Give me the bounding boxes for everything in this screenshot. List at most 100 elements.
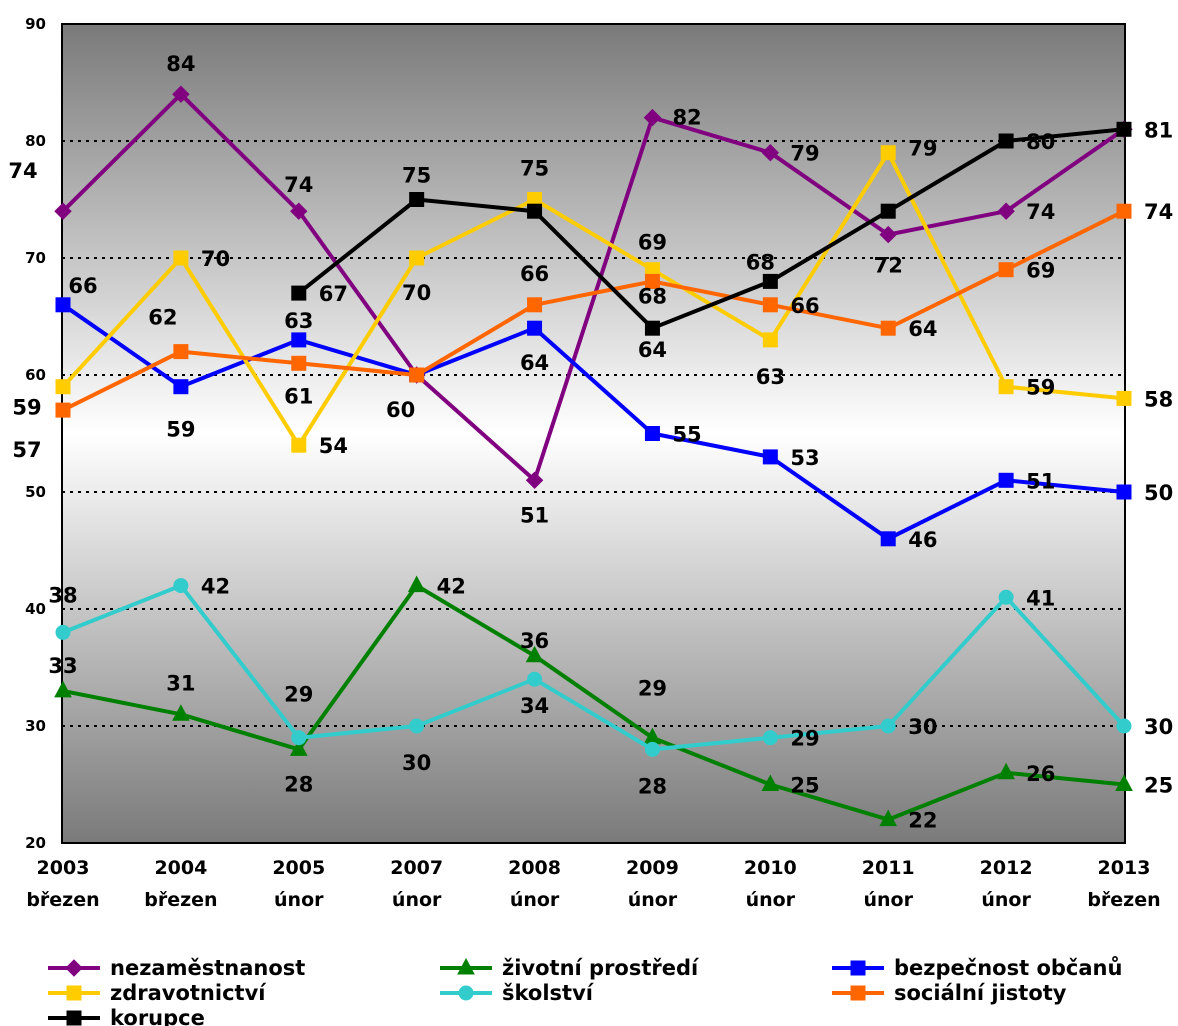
- legend-label-5: sociální jistoty: [894, 981, 1067, 1005]
- series-line-4: [62, 583, 1126, 752]
- legend-marker-0: [65, 959, 83, 977]
- data-label-1-8: 26: [1026, 762, 1055, 786]
- x-tick-year-8: 2012: [980, 857, 1033, 879]
- data-label-6-8: 80: [1026, 130, 1055, 154]
- x-tick-year-7: 2011: [862, 857, 915, 879]
- data-label-3-5: 69: [638, 231, 667, 255]
- series-3-point-2: [291, 437, 307, 453]
- series-5-point-5: [644, 273, 660, 289]
- series-line-6: [297, 127, 1125, 331]
- series-4-point-8: [998, 589, 1014, 605]
- series-line-3: [61, 150, 1125, 448]
- series-5-point-6: [762, 297, 778, 313]
- series-4-point-7: [880, 718, 896, 734]
- series-line-1: [62, 583, 1125, 822]
- y-tick-60: 60: [25, 366, 46, 384]
- series-0-point-1: [172, 85, 190, 103]
- data-label-3-1: 70: [201, 247, 230, 271]
- legend-label-3: zdravotnictví: [110, 981, 267, 1005]
- data-label-3-7: 79: [908, 137, 937, 161]
- data-label-5-3: 60: [386, 398, 415, 422]
- data-label-6-5: 64: [638, 338, 667, 362]
- series-0-point-2: [290, 202, 308, 220]
- data-label-2-1: 59: [166, 418, 195, 442]
- data-label-6-3: 75: [402, 164, 431, 188]
- data-label-2-9: 50: [1144, 481, 1173, 505]
- data-label-2-6: 53: [790, 446, 819, 470]
- data-label-3-2: 54: [319, 434, 348, 458]
- series-line-5: [62, 209, 1125, 412]
- legend-label-0: nezaměstnanost: [110, 956, 305, 980]
- x-tick-year-0: 2003: [37, 857, 90, 879]
- x-tick-month-5: únor: [628, 889, 678, 911]
- series-1-point-3: [407, 575, 426, 593]
- data-label-0-7: 72: [874, 254, 903, 278]
- data-label-0-8: 74: [1026, 200, 1055, 224]
- x-tick-month-9: březen: [1087, 889, 1160, 911]
- series-4-point-0: [55, 624, 71, 640]
- data-label-6-2: 67: [319, 282, 348, 306]
- x-tick-year-5: 2009: [626, 857, 679, 879]
- legend-marker-1: [457, 957, 475, 975]
- series-1-point-6: [761, 774, 780, 791]
- legend-item-2: bezpečnost občanů: [832, 956, 1122, 980]
- data-label-2-4: 64: [520, 351, 549, 375]
- series-6-point-6: [762, 273, 778, 289]
- data-label-2-5: 55: [672, 423, 701, 447]
- series-6-point-5: [644, 320, 660, 336]
- series-3-point-1: [173, 250, 189, 266]
- legend-item-0: nezaměstnanost: [48, 956, 305, 980]
- data-label-5-6: 66: [790, 294, 819, 318]
- series-4-point-3: [409, 718, 425, 734]
- series-1-point-8: [997, 762, 1015, 780]
- data-label-3-3: 70: [402, 281, 431, 305]
- series-2-point-4: [527, 320, 543, 336]
- data-label-3-6: 63: [756, 365, 785, 389]
- x-tick-month-2: únor: [274, 889, 324, 911]
- x-tick-month-0: březen: [26, 889, 99, 911]
- data-label-1-5: 29: [638, 677, 667, 701]
- series-0-point-5: [643, 108, 662, 127]
- gridlines: [62, 140, 1125, 727]
- legend-item-3: zdravotnictví: [48, 981, 267, 1005]
- series-1-point-7: [879, 809, 898, 827]
- data-label-1-1: 31: [166, 671, 195, 695]
- series-layer: [54, 85, 1133, 827]
- data-label-1-9: 25: [1144, 774, 1173, 798]
- y-tick-90: 90: [25, 15, 46, 33]
- x-axis-ticks: 2003 březen 2004 březen 2005 únor 2007 únor 2008…: [26, 857, 1160, 911]
- series-1-point-4: [525, 645, 544, 663]
- x-tick-year-6: 2010: [744, 857, 797, 879]
- series-0-point-0: [54, 202, 72, 220]
- series-4-point-9: [1116, 718, 1132, 734]
- series-5-point-9: [1116, 203, 1132, 219]
- data-label-0-2: 74: [284, 173, 313, 197]
- data-label-4-4: 34: [520, 694, 549, 718]
- data-label-0-4: 51: [520, 503, 549, 527]
- legend-marker-3: [66, 985, 82, 1001]
- data-label-1-4: 36: [520, 629, 549, 653]
- x-tick-month-6: únor: [746, 889, 796, 911]
- data-label-1-3: 42: [437, 575, 466, 599]
- x-tick-year-9: 2013: [1098, 857, 1151, 879]
- series-5-point-2: [291, 355, 307, 371]
- series-1-point-0: [54, 680, 72, 698]
- series-5-point-7: [880, 320, 896, 336]
- legend: nezaměstnanost životní prostředí bezpečnos…: [48, 956, 1122, 1026]
- data-label-5-0: 57: [12, 438, 41, 462]
- series-3-point-3: [409, 250, 425, 266]
- legend-marker-4: [458, 985, 474, 1001]
- y-tick-70: 70: [25, 249, 46, 267]
- data-label-6-6: 68: [746, 250, 775, 274]
- data-label-5-5: 68: [638, 284, 667, 308]
- y-tick-50: 50: [25, 483, 46, 501]
- data-label-5-8: 69: [1026, 259, 1055, 283]
- data-label-3-0: 59: [12, 396, 41, 420]
- data-label-3-4: 75: [520, 157, 549, 181]
- plot-area: [61, 23, 1126, 844]
- series-5-point-0: [55, 402, 71, 418]
- series-1-point-9: [1115, 774, 1133, 791]
- x-tick-month-4: únor: [510, 889, 560, 911]
- series-line-2: [61, 303, 1125, 541]
